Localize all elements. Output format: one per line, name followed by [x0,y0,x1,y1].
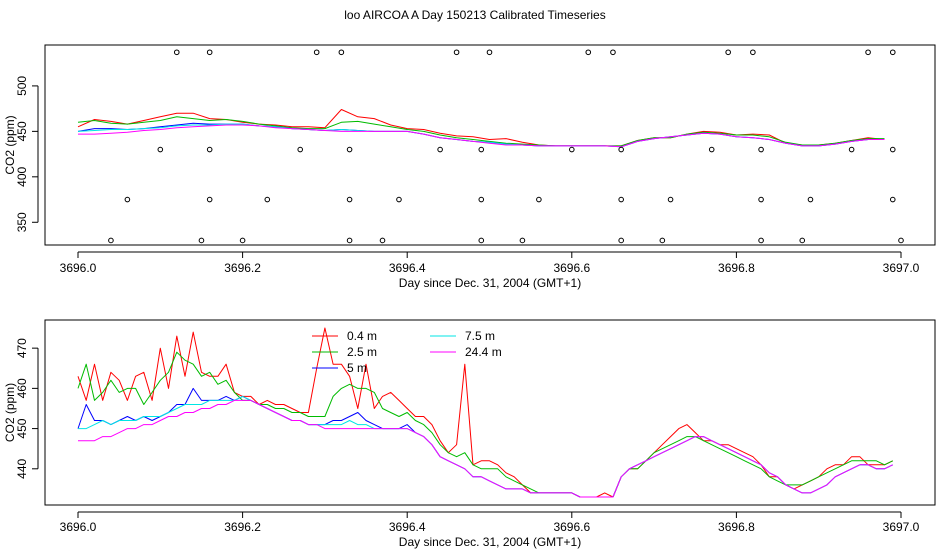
series-line-24-4-m [78,399,894,498]
y-tick-label: 460 [15,378,29,398]
status-marker [708,146,715,153]
legend: 0.4 m 2.5 m 5 m 7.5 m 24.4 m [312,329,502,375]
status-marker [346,196,353,203]
series-line-0-4-m [77,327,894,498]
status-marker [437,146,443,153]
status-marker [478,196,485,203]
status-marker [239,237,246,244]
y-tick-label: 450 [15,418,29,438]
status-marker [157,146,164,153]
status-marker [848,146,855,153]
status-marker [297,146,304,153]
status-marker [478,237,485,244]
x-axis-label: Day since Dec. 31, 2004 (GMT+1) [399,535,581,549]
y-tick-label: 500 [15,76,29,96]
status-marker [346,146,353,153]
legend-label: 2.5 m [347,345,377,359]
y-axis-label: CO2 (ppm) [3,115,17,174]
status-marker [865,49,871,56]
legend-label: 0.4 m [347,329,377,343]
status-marker [379,237,386,244]
status-marker [659,237,666,244]
status-marker [758,196,764,203]
status-marker [618,196,624,203]
status-marker [453,49,460,56]
x-tick-label: 3696.6 [553,520,590,534]
status-marker [667,196,674,203]
y-tick-label: 450 [15,121,29,141]
status-marker [478,146,485,153]
status-marker [338,49,345,56]
top-panel: 3696.0 3696.2 3696.4 3696.6 3696.8 3697.0 Day … [3,44,936,290]
status-marker [206,146,213,153]
status-marker [610,49,616,56]
status-marker [807,196,814,203]
status-marker [264,196,271,203]
y-axis-label: CO2 (ppm) [3,383,17,442]
status-marker [725,49,731,56]
plot-frame [44,319,936,506]
legend-label: 5 m [347,361,367,375]
y-tick-label: 350 [15,212,29,232]
status-marker [889,146,896,153]
x-tick-label: 3696.2 [224,261,261,275]
x-tick-label: 3696.8 [718,520,755,534]
status-marker [206,196,213,203]
legend-label: 24.4 m [465,345,502,359]
x-tick-label: 3697.0 [883,520,920,534]
y-tick-label: 400 [15,166,29,186]
series-line-2-5-m [77,351,894,498]
status-marker [618,237,624,244]
status-marker [799,237,806,244]
status-marker [750,49,756,56]
status-marker [618,146,624,153]
status-marker [108,237,114,244]
status-marker [889,49,896,56]
status-marker [486,49,493,56]
status-marker [313,49,320,56]
status-marker [124,196,131,203]
bottom-panel: 3696.0 3696.2 3696.4 3696.6 3696.8 3697.0 Day … [3,319,936,549]
x-tick-label: 3697.0 [883,261,920,275]
status-marker [396,196,402,203]
series-line-2-5-m [77,116,885,147]
series-line-24-4-m [78,124,885,148]
y-tick-label: 470 [15,338,29,358]
x-tick-label: 3696.4 [389,520,426,534]
plot-frame [44,44,936,246]
legend-label: 7.5 m [465,329,495,343]
status-marker [569,146,575,153]
x-tick-label: 3696.0 [60,520,97,534]
status-marker [758,146,764,153]
status-marker [889,196,896,203]
status-marker [346,237,353,244]
x-axis-label: Day since Dec. 31, 2004 (GMT+1) [399,276,581,290]
status-marker [198,237,205,244]
status-marker [536,196,542,203]
y-tick-label: 440 [15,458,29,478]
x-tick-label: 3696.4 [389,261,426,275]
x-tick-label: 3696.6 [553,261,590,275]
status-marker [173,49,180,56]
status-marker [758,237,764,244]
x-tick-label: 3696.2 [224,520,261,534]
status-marker [519,237,526,244]
status-marker [206,49,213,56]
x-tick-label: 3696.0 [60,261,97,275]
status-marker [585,49,592,56]
figure-title: loo AIRCOA A Day 150213 Calibrated Times… [344,8,605,22]
status-marker [898,237,904,244]
series-line-0-4-m [77,109,885,147]
x-tick-label: 3696.8 [718,261,755,275]
